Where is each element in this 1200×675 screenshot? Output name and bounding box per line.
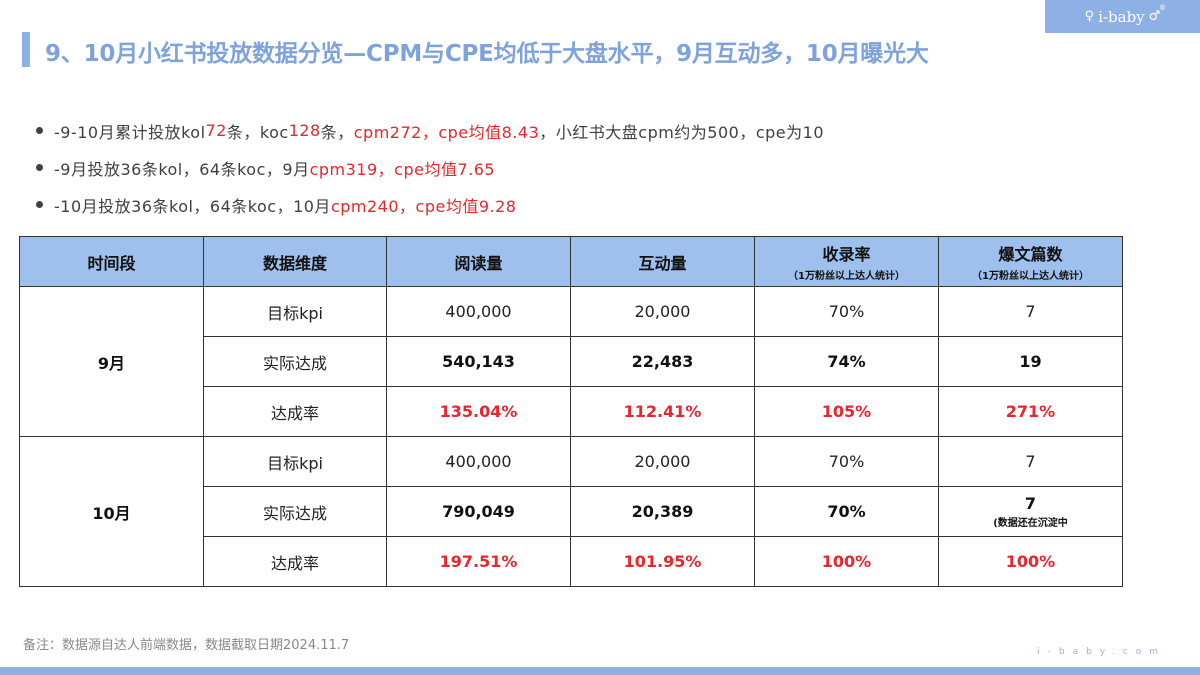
bullet-item: -9月投放36条kol，64条koc，9月 cpm319，cpe均值7.65 <box>36 149 824 186</box>
reads-rate-cell: 197.51% <box>386 536 571 587</box>
viral-posts-cell: 19 <box>938 336 1123 387</box>
col-header-interactions: 互动量 <box>570 236 755 287</box>
kpi-table: 时间段 数据维度 阅读量 互动量 收录率 （1万粉丝以上达人统计） 爆文篇数 （1万… <box>19 236 1123 587</box>
inclusion-rate-rate-cell: 100% <box>754 536 939 587</box>
inclusion-rate-cell: 70% <box>754 286 939 337</box>
logo-text: i-baby <box>1098 7 1145 26</box>
dimension-cell: 达成率 <box>203 386 387 437</box>
bullet-item: -9-10月累计投放kol 72 条，koc 128 条， cpm272，cpe均值8.4… <box>36 112 824 149</box>
reads-cell: 400,000 <box>386 436 571 487</box>
inclusion-rate-cell: 74% <box>754 336 939 387</box>
table-row: 9月 目标kpi 400,000 20,000 70% 7 <box>19 286 1123 437</box>
col-header-period: 时间段 <box>19 236 204 287</box>
summary-bullets: -9-10月累计投放kol 72 条，koc 128 条， cpm272，cpe均值8.4… <box>36 112 824 223</box>
bullet-dot-icon <box>36 201 43 208</box>
col-header-viral-posts: 爆文篇数 （1万粉丝以上达人统计） <box>938 236 1123 287</box>
interactions-rate-cell: 112.41% <box>570 386 755 437</box>
table-header-row: 时间段 数据维度 阅读量 互动量 收录率 （1万粉丝以上达人统计） 爆文篇数 （1万… <box>19 236 1123 287</box>
table-row: 实际达成 540,143 22,483 74% 19 <box>20 336 1123 387</box>
table-row: 达成率 197.51% 101.95% 100% 100% <box>20 536 1123 587</box>
viral-posts-cell: 7 <box>938 436 1123 487</box>
col-header-reads: 阅读量 <box>386 236 571 287</box>
interactions-cell: 20,000 <box>570 436 755 487</box>
interactions-rate-cell: 101.95% <box>570 536 755 587</box>
col-header-inclusion-rate: 收录率 （1万粉丝以上达人统计） <box>754 236 939 287</box>
reads-cell: 540,143 <box>386 336 571 387</box>
bullet-dot-icon <box>36 164 43 171</box>
interactions-cell: 20,000 <box>570 286 755 337</box>
inclusion-rate-rate-cell: 105% <box>754 386 939 437</box>
bullet-dot-icon <box>36 127 43 134</box>
pending-data-note: (数据还在沉淀中 <box>993 518 1068 529</box>
reads-cell: 790,049 <box>386 486 571 537</box>
period-cell: 9月 <box>19 286 204 437</box>
interactions-cell: 20,389 <box>570 486 755 537</box>
period-cell: 10月 <box>19 436 204 587</box>
interactions-cell: 22,483 <box>570 336 755 387</box>
bullet-item: -10月投放36条kol，64条koc，10月 cpm240，cpe均值9.28 <box>36 186 824 223</box>
table-row: 达成率 135.04% 112.41% 105% 271% <box>20 386 1123 437</box>
brand-logo: ♀ i-baby ♂ ® <box>1045 0 1200 33</box>
viral-posts-cell: 7 (数据还在沉淀中 <box>938 486 1123 537</box>
dimension-cell: 目标kpi <box>203 286 387 337</box>
footnote: 备注：数据源自达人前端数据，数据截取日期2024.11.7 <box>23 638 350 653</box>
registered-mark: ® <box>1159 4 1166 12</box>
site-url: i-baby.com <box>1037 647 1166 657</box>
viral-posts-value: 7 <box>1024 494 1037 513</box>
table-row: 实际达成 790,049 20,389 70% 7 (数据还在沉淀中 <box>20 486 1123 537</box>
reads-cell: 400,000 <box>386 286 571 337</box>
page-title: 9、10月小红书投放数据分览—CPM与CPE均低于大盘水平，9月互动多，10月曝… <box>45 41 929 67</box>
col-header-dimension: 数据维度 <box>203 236 387 287</box>
viral-posts-rate-cell: 271% <box>938 386 1123 437</box>
baby-figure-icon: ♂ <box>1148 9 1161 24</box>
viral-posts-cell: 7 <box>938 286 1123 337</box>
dimension-cell: 实际达成 <box>203 336 387 387</box>
baby-figure-icon: ♀ <box>1084 9 1095 24</box>
bottom-accent-bar <box>0 667 1200 675</box>
dimension-cell: 实际达成 <box>203 486 387 537</box>
inclusion-rate-cell: 70% <box>754 486 939 537</box>
inclusion-rate-cell: 70% <box>754 436 939 487</box>
dimension-cell: 达成率 <box>203 536 387 587</box>
table-row: 10月 目标kpi 400,000 20,000 70% 7 <box>19 436 1123 587</box>
dimension-cell: 目标kpi <box>203 436 387 487</box>
viral-posts-rate-cell: 100% <box>938 536 1123 587</box>
reads-rate-cell: 135.04% <box>386 386 571 437</box>
title-accent-bar <box>22 32 30 67</box>
